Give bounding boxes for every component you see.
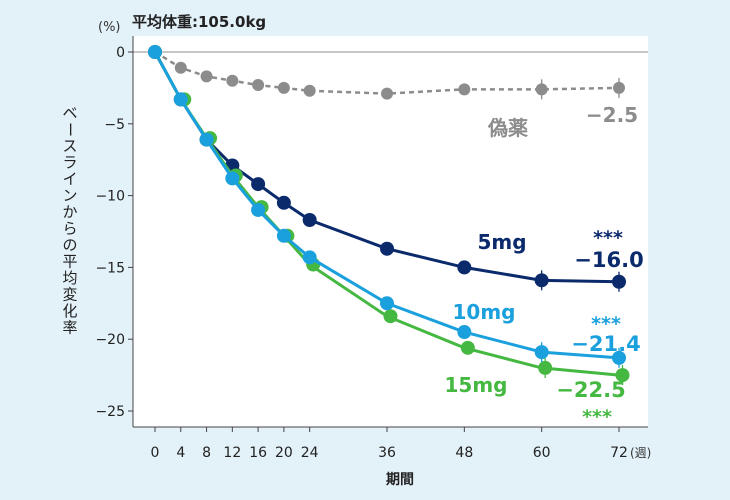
data-point	[613, 81, 625, 94]
y-tick-label: −20	[95, 332, 125, 348]
data-point	[226, 74, 239, 87]
significance-marker: ***	[591, 313, 621, 335]
y-tick-label: −10	[95, 189, 125, 205]
data-point	[302, 213, 317, 228]
x-tick-label: 60	[533, 445, 551, 461]
data-point	[534, 345, 549, 360]
series-10mg	[148, 45, 626, 368]
y-tick-label: 0	[116, 45, 125, 61]
data-point	[174, 61, 187, 74]
data-point	[381, 87, 393, 100]
data-point	[303, 84, 316, 97]
data-point	[460, 340, 475, 355]
series-name-label: 15mg	[445, 373, 508, 397]
data-point	[534, 273, 549, 288]
series-name-label: 5mg	[477, 230, 526, 254]
x-tick-label: 36	[378, 445, 396, 461]
y-axis-label-char: 平	[62, 253, 77, 271]
significance-marker: ***	[582, 406, 612, 428]
x-tick-label: 0	[151, 445, 160, 461]
x-tick-label: 72	[610, 445, 628, 461]
chart-title: 平均体重:105.0kg	[132, 13, 266, 31]
data-point	[277, 81, 290, 94]
y-axis-label-char: の	[62, 236, 77, 254]
y-axis-label-char: ベ	[62, 104, 77, 122]
y-axis-label-char: ら	[62, 220, 77, 238]
data-point	[380, 296, 394, 311]
series-end-value: −22.5	[556, 378, 625, 402]
y-axis-label-char: イ	[62, 170, 77, 188]
x-tick-label: 4	[176, 445, 185, 461]
data-point	[251, 202, 266, 217]
data-point	[173, 92, 188, 107]
data-point	[225, 171, 240, 186]
data-point	[383, 309, 398, 324]
x-tick-label: 12	[223, 445, 241, 461]
y-axis-label-char: 化	[62, 302, 77, 320]
x-tick-label: 20	[275, 445, 293, 461]
x-tick-label: 48	[455, 445, 473, 461]
series-end-value: −2.5	[586, 103, 638, 127]
series-end-value: −16.0	[574, 248, 643, 272]
y-tick-label: −15	[95, 260, 125, 276]
series-layer	[148, 45, 630, 386]
y-axis-label-char: ー	[61, 122, 79, 137]
axes: 0−5−10−15−20−250 4 8 12 16 20 24 36 48 60 72	[95, 36, 648, 461]
y-axis-label-char: か	[62, 203, 77, 221]
y-tick-label: −25	[95, 404, 125, 420]
series-name-label: 10mg	[453, 300, 516, 324]
data-point	[276, 195, 291, 210]
data-point	[612, 350, 626, 365]
series-偽薬	[149, 46, 625, 100]
y-axis-label-char: ス	[62, 137, 77, 155]
plot-area	[133, 36, 648, 427]
data-point	[302, 250, 317, 265]
significance-marker: ***	[593, 227, 623, 249]
x-tick-label: 16	[249, 445, 267, 461]
series-end-value: −21.4	[571, 332, 640, 356]
x-axis-label: 期間	[386, 472, 414, 488]
x-tick-label: 24	[301, 445, 319, 461]
data-point	[615, 368, 630, 383]
x-unit: (週)	[630, 446, 651, 460]
data-point	[200, 70, 213, 83]
data-point	[457, 325, 472, 340]
data-point	[458, 83, 471, 96]
y-unit: (%)	[98, 20, 121, 35]
series-name-label: 偽薬	[487, 116, 528, 140]
data-point	[535, 83, 548, 96]
data-point	[538, 360, 553, 375]
y-tick-label: −5	[104, 117, 125, 133]
data-point	[199, 132, 214, 147]
x-tick-label: 8	[202, 445, 211, 461]
data-point	[457, 260, 472, 275]
y-axis-label-char: 変	[62, 286, 77, 304]
y-axis-label-char: 率	[62, 319, 77, 337]
data-point	[251, 177, 266, 192]
data-point	[612, 274, 626, 289]
y-axis-label-char: 均	[62, 269, 77, 287]
y-axis-label-char: ラ	[62, 154, 77, 172]
y-axis-label-char: ン	[62, 187, 77, 205]
data-point	[148, 45, 162, 59]
data-point	[252, 79, 265, 92]
data-point	[380, 241, 394, 256]
data-point	[276, 228, 291, 243]
